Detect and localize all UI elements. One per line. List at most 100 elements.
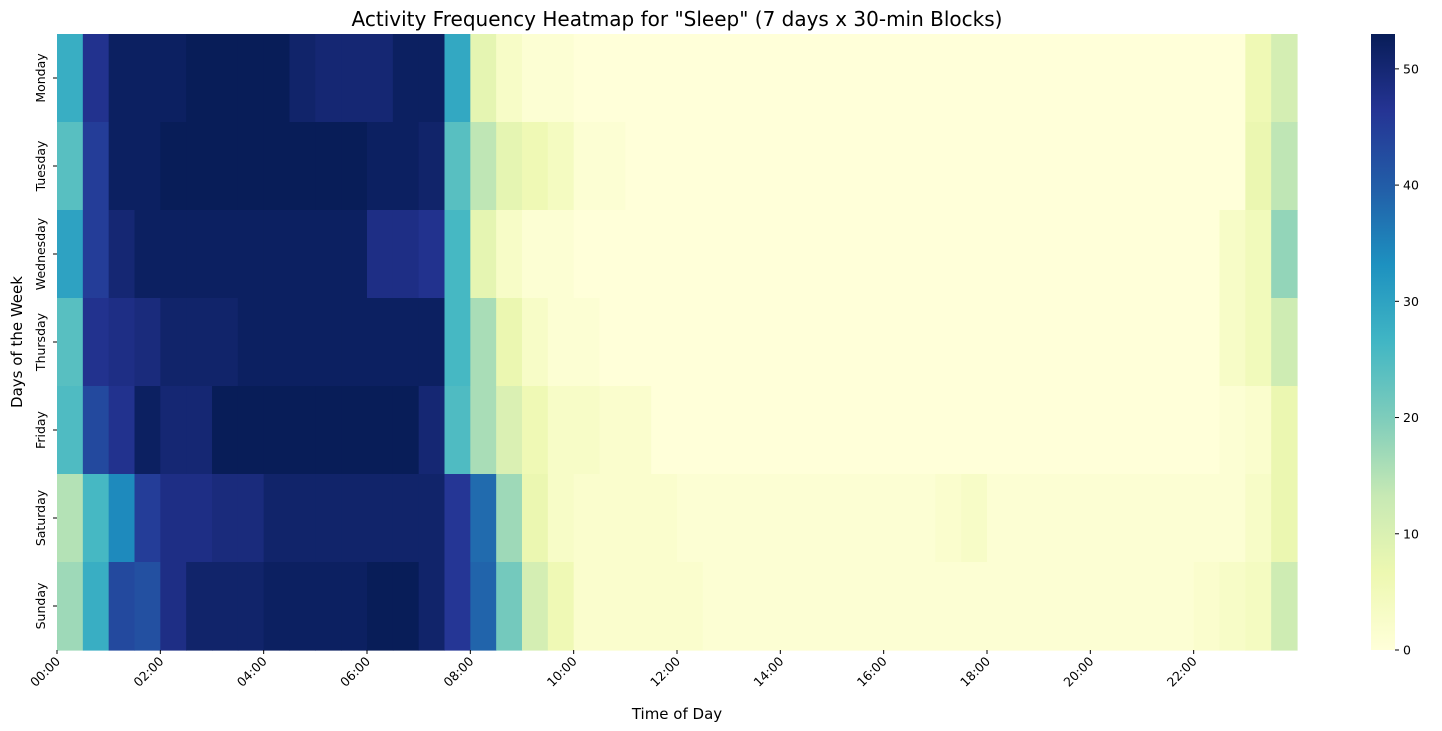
heatmap-cell	[1271, 474, 1298, 563]
heatmap-cell	[780, 298, 807, 387]
heatmap-cell	[832, 34, 859, 123]
heatmap-cell	[392, 386, 420, 475]
heatmap-cell	[625, 298, 652, 387]
y-tick-label: Tuesday	[33, 140, 48, 192]
heatmap-cell	[1167, 562, 1195, 651]
heatmap-cell	[289, 210, 316, 299]
heatmap-cell	[1090, 298, 1117, 387]
heatmap-cell	[108, 298, 136, 387]
heatmap-cell	[1090, 474, 1117, 563]
heatmap-cell	[263, 298, 291, 387]
heatmap-cell	[1271, 386, 1298, 475]
heatmap-cell	[728, 298, 756, 387]
heatmap-cell	[935, 474, 962, 563]
x-tick-label: 08:00	[440, 653, 476, 689]
heatmap-cell	[883, 562, 911, 651]
heatmap-cell	[1038, 474, 1066, 563]
heatmap-cell	[392, 122, 420, 211]
heatmap-cell	[754, 562, 781, 651]
heatmap-cell	[160, 210, 187, 299]
heatmap-cell	[289, 34, 316, 123]
heatmap-cell	[341, 210, 368, 299]
heatmap-cell	[857, 298, 885, 387]
heatmap-cell	[625, 562, 652, 651]
heatmap-cell	[728, 34, 756, 123]
colorbar	[1371, 34, 1395, 650]
heatmap-cell	[573, 562, 601, 651]
heatmap-cell	[160, 34, 187, 123]
heatmap-cell	[237, 474, 265, 563]
heatmap-cell	[1167, 34, 1195, 123]
heatmap-cell	[134, 34, 161, 123]
heatmap-cell	[367, 386, 394, 475]
y-tick-label: Thursday	[33, 312, 48, 372]
heatmap-cell	[1193, 474, 1221, 563]
heatmap-cell	[599, 298, 626, 387]
heatmap-cell	[935, 562, 962, 651]
heatmap-cell	[961, 474, 988, 563]
heatmap-cell	[1090, 386, 1117, 475]
chart-title: Activity Frequency Heatmap for "Sleep" (…	[352, 7, 1003, 31]
heatmap-cell	[1167, 298, 1195, 387]
heatmap-cell	[418, 386, 446, 475]
heatmap-cell	[780, 210, 807, 299]
heatmap-cell	[392, 474, 420, 563]
heatmap-cell	[1116, 562, 1143, 651]
heatmap-cell	[573, 386, 601, 475]
heatmap-cell	[289, 122, 316, 211]
heatmap-cell	[1116, 386, 1143, 475]
heatmap-cell	[806, 474, 833, 563]
heatmap-cell	[496, 298, 523, 387]
heatmap-cell	[935, 210, 962, 299]
heatmap-cell	[832, 474, 859, 563]
heatmap-cell	[677, 386, 704, 475]
heatmap-cell	[186, 210, 213, 299]
heatmap-cell	[780, 474, 807, 563]
heatmap-cell	[832, 210, 859, 299]
heatmap-cell	[987, 298, 1014, 387]
heatmap-cell	[134, 210, 161, 299]
x-tick-label: 16:00	[854, 653, 890, 689]
x-tick-label: 06:00	[337, 653, 373, 689]
heatmap-cell	[1271, 298, 1298, 387]
heatmap-cell	[263, 34, 291, 123]
y-tick-label: Wednesday	[33, 217, 48, 290]
heatmap-cell	[573, 122, 601, 211]
heatmap-cell	[987, 474, 1014, 563]
heatmap-cell	[806, 210, 833, 299]
x-tick-label: 12:00	[647, 653, 683, 689]
heatmap-cell	[702, 298, 730, 387]
heatmap-cell	[470, 210, 497, 299]
heatmap-cell	[1012, 210, 1040, 299]
heatmap-cell	[1064, 562, 1091, 651]
heatmap-cell	[651, 298, 678, 387]
heatmap-cell	[987, 122, 1014, 211]
heatmap-cell	[547, 386, 575, 475]
heatmap-cell	[857, 122, 885, 211]
heatmap-cell	[961, 34, 988, 123]
heatmap-cell	[444, 298, 471, 387]
heatmap-cell	[1142, 386, 1169, 475]
heatmap-cell	[780, 562, 807, 651]
heatmap-cell	[82, 298, 110, 387]
heatmap-cell	[522, 474, 549, 563]
heatmap-cell	[82, 474, 110, 563]
heatmap-cell	[341, 386, 368, 475]
heatmap-cell	[315, 122, 342, 211]
heatmap-cell	[599, 34, 626, 123]
heatmap-cell	[702, 386, 730, 475]
heatmap-cell	[289, 298, 316, 387]
colorbar-tick-label: 50	[1403, 61, 1419, 76]
heatmap-cell	[57, 474, 84, 563]
heatmap-cell	[522, 210, 549, 299]
heatmap-cell	[935, 386, 962, 475]
heatmap-cell	[1012, 386, 1040, 475]
heatmap-cell	[212, 386, 239, 475]
heatmap-cell	[651, 562, 678, 651]
heatmap-cell	[57, 298, 84, 387]
heatmap-cell	[1090, 562, 1117, 651]
heatmap-cell	[237, 34, 265, 123]
heatmap-cell	[1245, 122, 1272, 211]
y-tick-label: Sunday	[33, 582, 48, 629]
heatmap-cell	[1193, 298, 1221, 387]
